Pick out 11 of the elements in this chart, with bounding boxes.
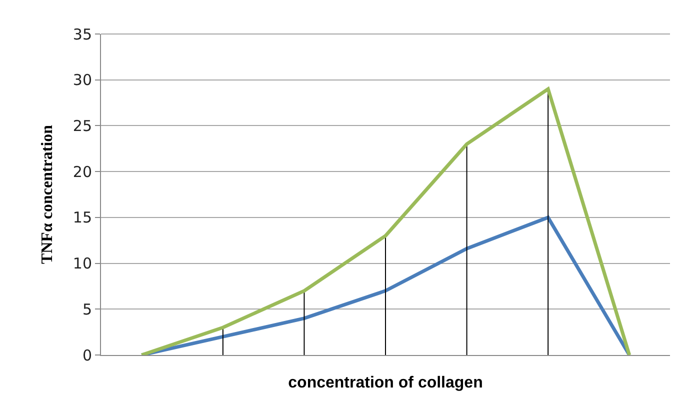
y-tick-label: 10: [72, 254, 92, 273]
y-tick-label: 25: [72, 116, 92, 135]
y-axis-title: TNFα concentration: [38, 124, 56, 264]
line-series: [140, 87, 632, 355]
y-tick-label: 0: [82, 346, 92, 364]
y-tick-label: 35: [72, 25, 92, 44]
y-tick-label: 30: [72, 71, 92, 90]
y-tick-label: 15: [72, 208, 92, 227]
y-tick-label: 5: [82, 300, 92, 318]
x-axis-title: concentration of collagen: [288, 374, 483, 392]
y-tick-label: 20: [72, 162, 92, 181]
